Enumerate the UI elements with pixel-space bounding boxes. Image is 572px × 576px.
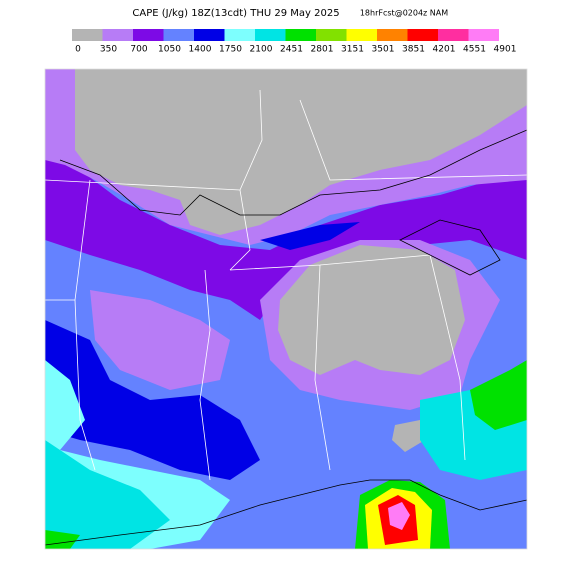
legend-label: 1050	[158, 45, 181, 55]
gray-region	[392, 420, 425, 452]
legend-swatch	[194, 29, 225, 41]
map-field	[44, 68, 528, 550]
gray-region	[278, 245, 465, 375]
forecast-label: 18hrFcst@0204z NAM	[360, 9, 448, 18]
color-legend: 0 350 700 1050 1400 1750 2100 2451 2801 3151 3501 3…	[72, 29, 516, 55]
legend-label: 2100	[250, 45, 273, 55]
contour-line	[399, 219, 501, 276]
dark-blue-region	[260, 222, 360, 250]
title: CAPE (J/kg) 18Z(13cdt) THU 29 May 2025	[132, 8, 339, 19]
green-region	[470, 360, 527, 430]
lavender-region	[90, 290, 230, 390]
legend-swatch	[346, 29, 377, 41]
legend-swatch	[102, 29, 133, 41]
legend-label: 3501	[372, 45, 395, 55]
legend-swatch	[468, 29, 499, 41]
cyan-region	[45, 440, 170, 549]
legend-label: 350	[100, 45, 117, 55]
legend-swatch	[316, 29, 347, 41]
pink-region	[388, 502, 410, 530]
purple-region	[45, 150, 527, 320]
green-region	[45, 530, 80, 549]
contour-line	[59, 129, 528, 216]
legend-swatch	[255, 29, 286, 41]
map-frame	[44, 68, 528, 550]
legend-swatch	[377, 29, 408, 41]
legend-label: 4201	[433, 45, 456, 55]
state-boundary	[44, 89, 528, 481]
legend-label: 4551	[463, 45, 486, 55]
legend-label: 0	[75, 45, 81, 55]
legend-swatch	[224, 29, 255, 41]
legend-swatch	[163, 29, 194, 41]
dark-blue-region	[45, 320, 260, 480]
legend-label: 1400	[189, 45, 212, 55]
legend-swatch	[72, 29, 103, 41]
legend-label: 3851	[402, 45, 425, 55]
coastline	[44, 479, 528, 546]
legend-label: 2451	[280, 45, 303, 55]
gray-region	[75, 69, 527, 235]
legend-label: 3151	[341, 45, 364, 55]
legend-label: 1750	[219, 45, 242, 55]
legend-label: 4901	[494, 45, 517, 55]
legend-label: 700	[130, 45, 147, 55]
legend-swatch	[133, 29, 164, 41]
legend-swatch	[438, 29, 469, 41]
legend-swatch	[407, 29, 438, 41]
legend-label: 2801	[311, 45, 334, 55]
legend-swatch	[285, 29, 316, 41]
